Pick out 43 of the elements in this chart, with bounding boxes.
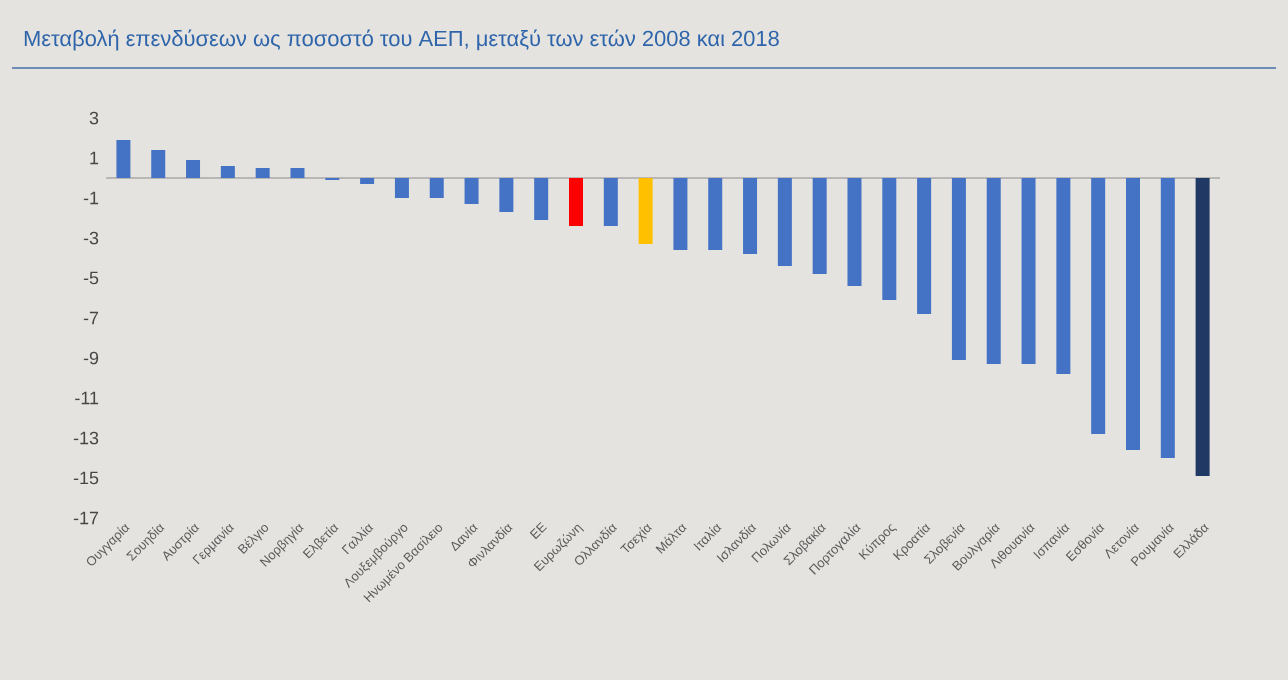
y-tick-label: 1: [90, 151, 99, 165]
chart-title: Μεταβολή επενδύσεων ως ποσοστό του ΑΕΠ, μεταξύ των ετών 2008 και 2018: [24, 29, 779, 51]
bar: [568, 178, 583, 226]
bar: [1160, 178, 1175, 458]
bar: [534, 178, 549, 220]
bar: [360, 178, 375, 184]
bar: [1195, 178, 1210, 476]
bar: [638, 178, 653, 244]
bar: [847, 178, 862, 286]
bar: [255, 168, 270, 178]
bar: [986, 178, 1001, 364]
y-tick-label: -17: [73, 511, 99, 525]
y-tick-label: -9: [83, 351, 99, 365]
bar: [116, 140, 131, 178]
y-tick-label: -3: [83, 231, 99, 245]
bar: [1021, 178, 1036, 364]
bar: [1125, 178, 1140, 450]
y-tick-label: -11: [75, 391, 99, 405]
y-tick-label: -7: [83, 311, 99, 325]
bar: [951, 178, 966, 360]
bar: [603, 178, 618, 226]
bar: [743, 178, 758, 254]
bar: [290, 168, 305, 178]
y-tick-label: -13: [73, 431, 99, 445]
bar: [882, 178, 897, 300]
bar: [917, 178, 932, 314]
y-tick-label: -1: [83, 191, 99, 205]
bar: [186, 160, 201, 178]
bar: [812, 178, 827, 274]
bar: [499, 178, 514, 212]
bar: [220, 166, 235, 178]
bar: [777, 178, 792, 266]
bar: [151, 150, 166, 178]
y-tick-label: -15: [73, 471, 99, 485]
bar: [464, 178, 479, 204]
y-tick-label: 3: [89, 111, 99, 125]
bar: [429, 178, 444, 198]
bar: [1056, 178, 1071, 374]
bar: [394, 178, 409, 198]
bar: [708, 178, 723, 250]
bar: [1091, 178, 1106, 434]
bar: [673, 178, 688, 250]
y-tick-label: -5: [83, 271, 99, 285]
